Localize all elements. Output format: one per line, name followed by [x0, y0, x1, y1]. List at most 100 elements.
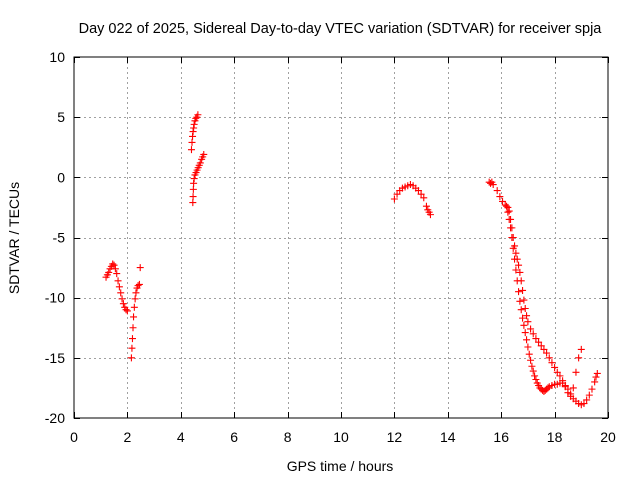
data-point	[115, 283, 123, 291]
data-point	[527, 356, 535, 364]
x-tick-label: 8	[284, 429, 292, 445]
data-point	[585, 391, 593, 399]
data-point	[588, 385, 596, 393]
data-point	[520, 296, 528, 304]
data-point	[543, 349, 551, 357]
data-point	[553, 368, 561, 376]
data-point	[122, 306, 130, 314]
data-point	[127, 354, 135, 362]
data-point	[583, 396, 591, 404]
x-tick-label: 14	[440, 429, 456, 445]
data-point	[417, 190, 425, 198]
data-point	[524, 343, 532, 351]
data-point	[190, 120, 198, 128]
data-point	[135, 280, 143, 288]
data-point	[592, 373, 600, 381]
data-point	[580, 400, 588, 408]
data-point	[556, 372, 564, 380]
y-tick-label: 0	[57, 169, 65, 185]
y-tick-label: 5	[57, 109, 65, 125]
axis-ticks: 0 2 4 6 8 10 12 14 16 18 20 -20 -15 -10 -5 0 5 10	[45, 49, 616, 445]
data-point	[521, 304, 529, 312]
data-point	[525, 350, 533, 358]
data-point	[132, 289, 140, 297]
x-tick-label: 6	[230, 429, 238, 445]
x-tick-label: 12	[387, 429, 403, 445]
data-point	[515, 288, 523, 296]
data-point	[529, 330, 537, 338]
x-tick-label: 4	[177, 429, 185, 445]
data-point	[516, 268, 524, 276]
data-point	[134, 282, 142, 290]
data-point	[505, 215, 513, 223]
data-point	[136, 264, 144, 272]
data-point	[523, 336, 531, 344]
data-point	[499, 197, 507, 205]
data-point	[496, 193, 504, 201]
data-point	[528, 362, 536, 370]
data-point	[190, 175, 198, 183]
data-point	[189, 199, 197, 207]
data-point	[420, 194, 428, 202]
data-point	[544, 384, 552, 392]
data-point	[194, 111, 202, 119]
data-point	[577, 345, 585, 353]
data-point	[119, 300, 127, 308]
data-point	[192, 114, 200, 122]
data-point	[535, 338, 543, 346]
data-point	[200, 150, 208, 158]
data-point	[130, 313, 138, 321]
data-point	[493, 187, 501, 195]
x-tick-label: 10	[333, 429, 349, 445]
data-point	[188, 138, 196, 146]
data-point	[111, 265, 119, 273]
data-point	[532, 335, 540, 343]
y-tick-label: -5	[53, 230, 66, 246]
data-point	[545, 354, 553, 362]
data-point	[489, 181, 497, 189]
data-point	[531, 372, 539, 380]
data-point	[532, 375, 540, 383]
data-point	[109, 260, 117, 268]
data-point	[508, 234, 516, 241]
data-point	[540, 345, 548, 353]
data-point	[591, 378, 599, 386]
data-point	[551, 363, 559, 371]
data-point	[512, 266, 520, 274]
data-point	[524, 318, 532, 326]
data-point	[519, 286, 527, 294]
data-point	[131, 295, 139, 303]
data-point	[414, 187, 422, 195]
grid	[74, 57, 608, 418]
data-point	[548, 359, 556, 367]
data-point	[575, 354, 583, 362]
data-point	[529, 367, 537, 375]
data-point	[509, 244, 517, 252]
data-point	[187, 146, 195, 154]
data-point	[113, 270, 121, 278]
data-point	[519, 314, 527, 322]
y-tick-label: -15	[45, 350, 65, 366]
data-point	[110, 261, 118, 269]
data-point	[130, 303, 138, 311]
data-point	[129, 324, 137, 332]
data-point	[537, 342, 545, 350]
data-point	[567, 390, 575, 398]
data-point	[505, 207, 513, 215]
data-point	[521, 329, 529, 337]
data-point	[422, 202, 430, 210]
data-point	[516, 297, 524, 305]
plot-frame	[73, 56, 609, 419]
data-point	[564, 385, 572, 393]
y-tick-label: -10	[45, 290, 65, 306]
data-point	[196, 159, 204, 167]
x-axis-label: GPS time / hours	[287, 458, 394, 474]
data-point	[393, 190, 401, 198]
data-point	[128, 344, 136, 352]
data-point	[523, 312, 531, 320]
data-point	[561, 382, 569, 390]
data-point	[517, 306, 525, 314]
data-point	[520, 321, 528, 329]
x-tick-label: 2	[124, 429, 132, 445]
